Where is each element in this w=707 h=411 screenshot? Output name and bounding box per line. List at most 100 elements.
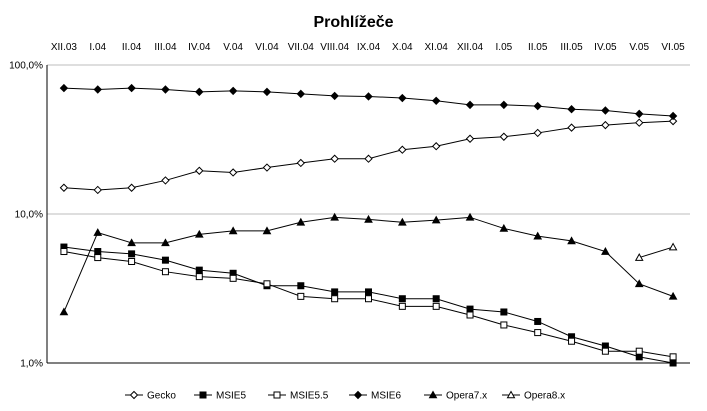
data-point-opera7-x	[93, 228, 103, 236]
x-tick-label: I.05	[496, 42, 513, 53]
legend-label: Opera8.x	[524, 391, 565, 402]
data-point-gecko	[364, 154, 373, 163]
data-point-msie6	[161, 85, 170, 94]
data-point-msie5	[128, 250, 136, 258]
data-point-msie5-5	[365, 295, 372, 303]
data-point-gecko	[465, 134, 475, 143]
x-tick-label: V.05	[629, 42, 649, 53]
data-point-opera7-x	[668, 291, 678, 300]
data-point-gecko	[533, 128, 542, 138]
data-point-msie6	[499, 100, 509, 110]
data-point-msie6	[668, 111, 678, 121]
data-point-gecko	[330, 154, 339, 163]
data-point-msie5-5	[500, 321, 508, 329]
data-point-msie5	[466, 305, 474, 313]
data-point-msie6	[330, 91, 339, 101]
x-tick-label: VII.04	[288, 42, 315, 53]
data-point-opera7-x	[228, 226, 238, 235]
data-point-msie5	[195, 266, 203, 274]
legend-item-gecko: Gecko	[125, 391, 176, 402]
data-point-opera8-x	[668, 242, 678, 251]
data-point-msie5-5	[263, 280, 271, 288]
data-point-opera7-x	[567, 236, 576, 245]
data-point-gecko	[161, 176, 170, 185]
data-point-opera8-x	[634, 253, 644, 261]
data-point-opera7-x	[601, 246, 610, 255]
legend-label: Gecko	[147, 391, 176, 402]
data-point-gecko	[296, 158, 306, 168]
legend-label: MSIE5.5	[290, 391, 329, 402]
data-point-msie6	[567, 105, 576, 114]
data-point-msie5-5	[195, 273, 203, 281]
data-point-msie5-5	[568, 337, 576, 345]
data-point-gecko	[398, 145, 407, 154]
series-line-msie5-5	[63, 251, 674, 358]
x-tick-label: VIII.04	[320, 42, 349, 53]
data-point-opera7-x	[194, 229, 204, 238]
data-point-msie6	[431, 96, 441, 106]
x-tick-label: X.04	[392, 42, 413, 53]
data-point-opera7-x	[465, 212, 475, 221]
data-point-msie5-5	[60, 248, 68, 256]
data-point-opera7-x	[127, 238, 136, 247]
x-tick-label: III.04	[154, 42, 177, 53]
data-point-msie5-5	[331, 295, 339, 303]
legend-label: Opera7.x	[446, 391, 487, 402]
data-point-gecko	[93, 185, 102, 195]
x-tick-label: VI.05	[661, 42, 685, 53]
legend-marker-msie6	[353, 390, 363, 400]
x-tick-label: XII.03	[51, 42, 78, 53]
data-point-msie5-5	[432, 302, 440, 310]
data-point-gecko	[635, 118, 644, 127]
chart-title: Prohlížeče	[313, 14, 393, 31]
y-axis-ticks: 1,0% 10,0% 100,0%	[9, 61, 43, 370]
data-point-msie5	[365, 288, 372, 296]
legend-marker-msie5	[199, 391, 207, 399]
data-point-msie5-5	[94, 254, 102, 262]
data-point-gecko	[601, 120, 610, 130]
data-point-msie5	[635, 353, 643, 361]
data-point-msie6	[635, 109, 644, 119]
data-point-msie6	[465, 100, 475, 110]
data-point-gecko	[499, 132, 509, 141]
data-point-opera7-x	[634, 279, 644, 288]
x-axis-ticks: XII.03 I.04 II.04 III.04 IV.04 V.04 VI.04 VII.0…	[51, 42, 685, 53]
data-point-gecko	[262, 163, 272, 172]
series-line-msie5	[63, 246, 674, 364]
data-point-msie5-5	[669, 353, 677, 361]
data-point-gecko	[127, 183, 136, 192]
data-point-msie6	[262, 87, 272, 97]
legend: Gecko MSIE5 MSIE5.5 MSIE6 Opera7.x Opera8.x	[125, 390, 565, 402]
y-tick-label: 100,0%	[9, 61, 43, 72]
data-point-msie6	[533, 101, 542, 111]
series-gecko	[59, 116, 678, 195]
data-point-gecko	[228, 168, 238, 177]
data-point-opera7-x	[59, 307, 69, 316]
data-point-msie5	[534, 317, 542, 325]
series-line-opera8-x	[639, 246, 674, 259]
data-point-msie5	[398, 295, 406, 303]
data-point-msie5-5	[128, 257, 136, 265]
x-tick-label: XII.04	[457, 42, 484, 53]
legend-item-msie5-5: MSIE5.5	[268, 391, 329, 402]
x-tick-label: II.04	[122, 42, 142, 53]
y-tick-label: 1,0%	[20, 359, 43, 370]
data-point-opera7-x	[262, 226, 272, 235]
x-tick-label: IV.04	[188, 42, 211, 53]
x-tick-label: I.04	[89, 42, 106, 53]
legend-item-opera8-x: Opera8.x	[502, 390, 565, 402]
legend-marker-opera7-x	[428, 390, 438, 399]
series-opera8-x	[634, 242, 678, 261]
data-point-msie5-5	[635, 347, 643, 355]
y-tick-label: 10,0%	[15, 210, 43, 221]
x-tick-label: IX.04	[357, 42, 381, 53]
data-point-msie5	[161, 256, 169, 264]
x-tick-label: XI.04	[425, 42, 449, 53]
gridlines	[47, 64, 690, 364]
data-point-opera7-x	[397, 217, 407, 226]
data-point-msie6	[228, 86, 238, 96]
series-msie5-5	[60, 248, 677, 361]
data-point-msie6	[195, 87, 204, 97]
data-point-msie5-5	[534, 329, 542, 337]
